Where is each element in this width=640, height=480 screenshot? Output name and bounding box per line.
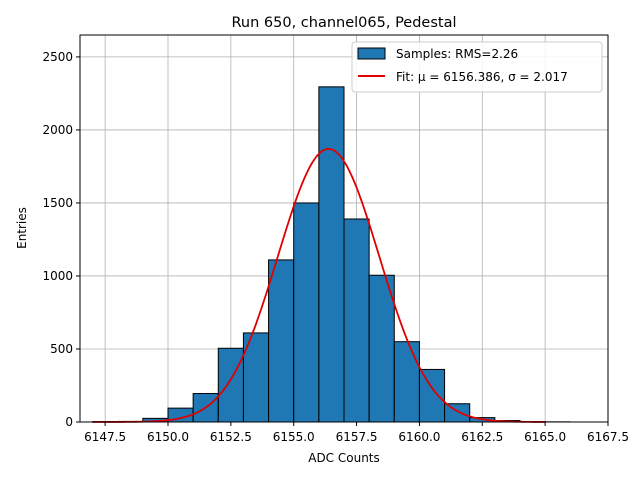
fit-curve-group	[92, 148, 546, 423]
plot-frame	[79, 34, 609, 423]
y-axis-label: Entries	[15, 207, 29, 249]
y-tick-label: 2500	[42, 50, 73, 64]
fit-curve	[92, 148, 546, 423]
chart-title: Run 650, channel065, Pedestal	[231, 15, 456, 31]
y-tick-label: 1000	[42, 269, 73, 283]
histogram-bar	[343, 218, 370, 423]
histogram-bar	[268, 259, 295, 423]
x-tick-label: 6162.5	[461, 430, 503, 444]
legend-samples-label: Samples: RMS=2.26	[396, 47, 518, 61]
x-axis-label: ADC Counts	[308, 451, 380, 465]
legend-box	[351, 41, 603, 93]
x-tick-label: 6152.5	[210, 430, 252, 444]
histogram-bar	[418, 368, 446, 423]
histogram-bar	[217, 347, 244, 423]
x-tick-label: 6150.0	[147, 430, 189, 444]
histogram-bars	[92, 86, 571, 423]
legend-fit-label: Fit: μ = 6156.386, σ = 2.017	[396, 70, 568, 84]
x-tick-label: 6167.5	[587, 430, 629, 444]
x-tick-label: 6160.0	[398, 430, 440, 444]
x-axis-ticks: 6147.5 6150.0 6152.5 6155.0 6157.5 6160.0 6162…	[84, 422, 629, 444]
legend-samples-swatch	[357, 47, 386, 60]
histogram-bar	[293, 202, 320, 423]
x-tick-label: 6155.0	[273, 430, 315, 444]
histogram-bar	[368, 274, 395, 423]
x-tick-label: 6165.0	[524, 430, 566, 444]
histogram-bar	[444, 403, 471, 423]
legend: Samples: RMS=2.26 Fit: μ = 6156.386, σ =…	[351, 41, 603, 93]
x-tick-label: 6147.5	[84, 430, 126, 444]
x-tick-label: 6157.5	[336, 430, 378, 444]
histogram-bar	[318, 86, 345, 423]
y-tick-label: 0	[65, 415, 73, 429]
y-tick-label: 1500	[42, 196, 73, 210]
y-tick-label: 2000	[42, 123, 73, 137]
y-axis-ticks: 0 500 1000 1500 2000 2500	[42, 50, 80, 429]
y-tick-label: 500	[50, 342, 73, 356]
histogram-bar	[393, 341, 420, 423]
